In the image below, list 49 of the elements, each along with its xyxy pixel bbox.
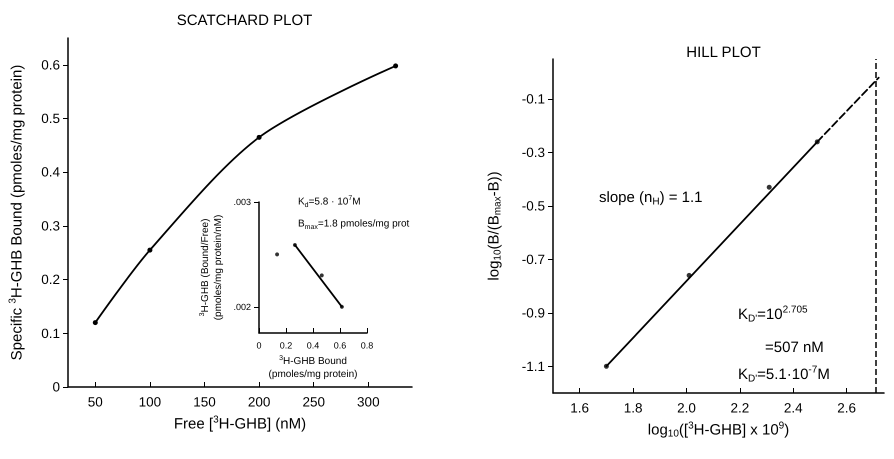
x-tick-label: 2.4 xyxy=(784,400,804,416)
x-tick-label: 2.2 xyxy=(730,400,750,416)
point xyxy=(686,272,692,278)
x-tick-label: 0.6 xyxy=(334,340,346,350)
y-tick-label: 0.4 xyxy=(41,164,60,180)
x-tick-label: 150 xyxy=(193,394,216,410)
point xyxy=(393,63,398,68)
y-axis-title: Specific 3H-GHB Bound (pmoles/mg protein) xyxy=(8,64,26,360)
point xyxy=(147,248,152,253)
y-tick-label: 0.2 xyxy=(41,272,60,288)
y-tick-label: 0.5 xyxy=(41,111,60,126)
x-tick-label: 1.8 xyxy=(624,400,642,416)
x-tick-label: 0.4 xyxy=(306,340,320,350)
point xyxy=(604,364,609,369)
y-tick-label: 0.1 xyxy=(41,326,60,341)
y-tick-label: 0.6 xyxy=(41,57,60,72)
point xyxy=(320,273,324,278)
point xyxy=(292,242,297,247)
chart-title: SCATCHARD PLOT xyxy=(176,12,312,29)
x-tick-label: 0 xyxy=(256,340,262,350)
point xyxy=(256,134,262,140)
point xyxy=(92,320,98,326)
y-tick-label: -0.9 xyxy=(522,305,545,320)
x-tick-label: 0.8 xyxy=(360,340,374,350)
x-tick-label: 1.6 xyxy=(570,400,590,416)
x-tick-label: 200 xyxy=(248,394,270,410)
point xyxy=(766,184,772,190)
chart-title: HILL PLOT xyxy=(686,44,761,61)
x-tick-label: 100 xyxy=(138,394,162,410)
y-tick-label: .002 xyxy=(233,302,251,312)
x-tick-label: 50 xyxy=(88,394,103,410)
y-tick-label: -0.1 xyxy=(522,92,545,107)
y-tick-label: -0.7 xyxy=(522,252,545,267)
y-tick-label: -0.3 xyxy=(522,145,545,160)
point xyxy=(814,139,820,144)
x-tick-label: 2.6 xyxy=(837,400,856,416)
x-tick-label: 2.0 xyxy=(677,400,696,416)
x-tick-label: 0.2 xyxy=(280,340,292,350)
x-tick-label: 300 xyxy=(357,394,380,410)
point xyxy=(275,252,280,256)
y-tick-label: .003 xyxy=(233,197,251,207)
annotation: =507 nM xyxy=(765,339,824,356)
y-tick-label: -1.1 xyxy=(522,358,545,374)
y-tick-label: -0.5 xyxy=(522,198,545,214)
x-tick-label: 250 xyxy=(302,394,325,410)
y-axis-title: log10(B/(Bmax-B)) xyxy=(486,171,504,281)
point xyxy=(340,304,344,309)
y-tick-label: 0.3 xyxy=(41,218,60,234)
y-tick-label: 0 xyxy=(52,380,60,394)
